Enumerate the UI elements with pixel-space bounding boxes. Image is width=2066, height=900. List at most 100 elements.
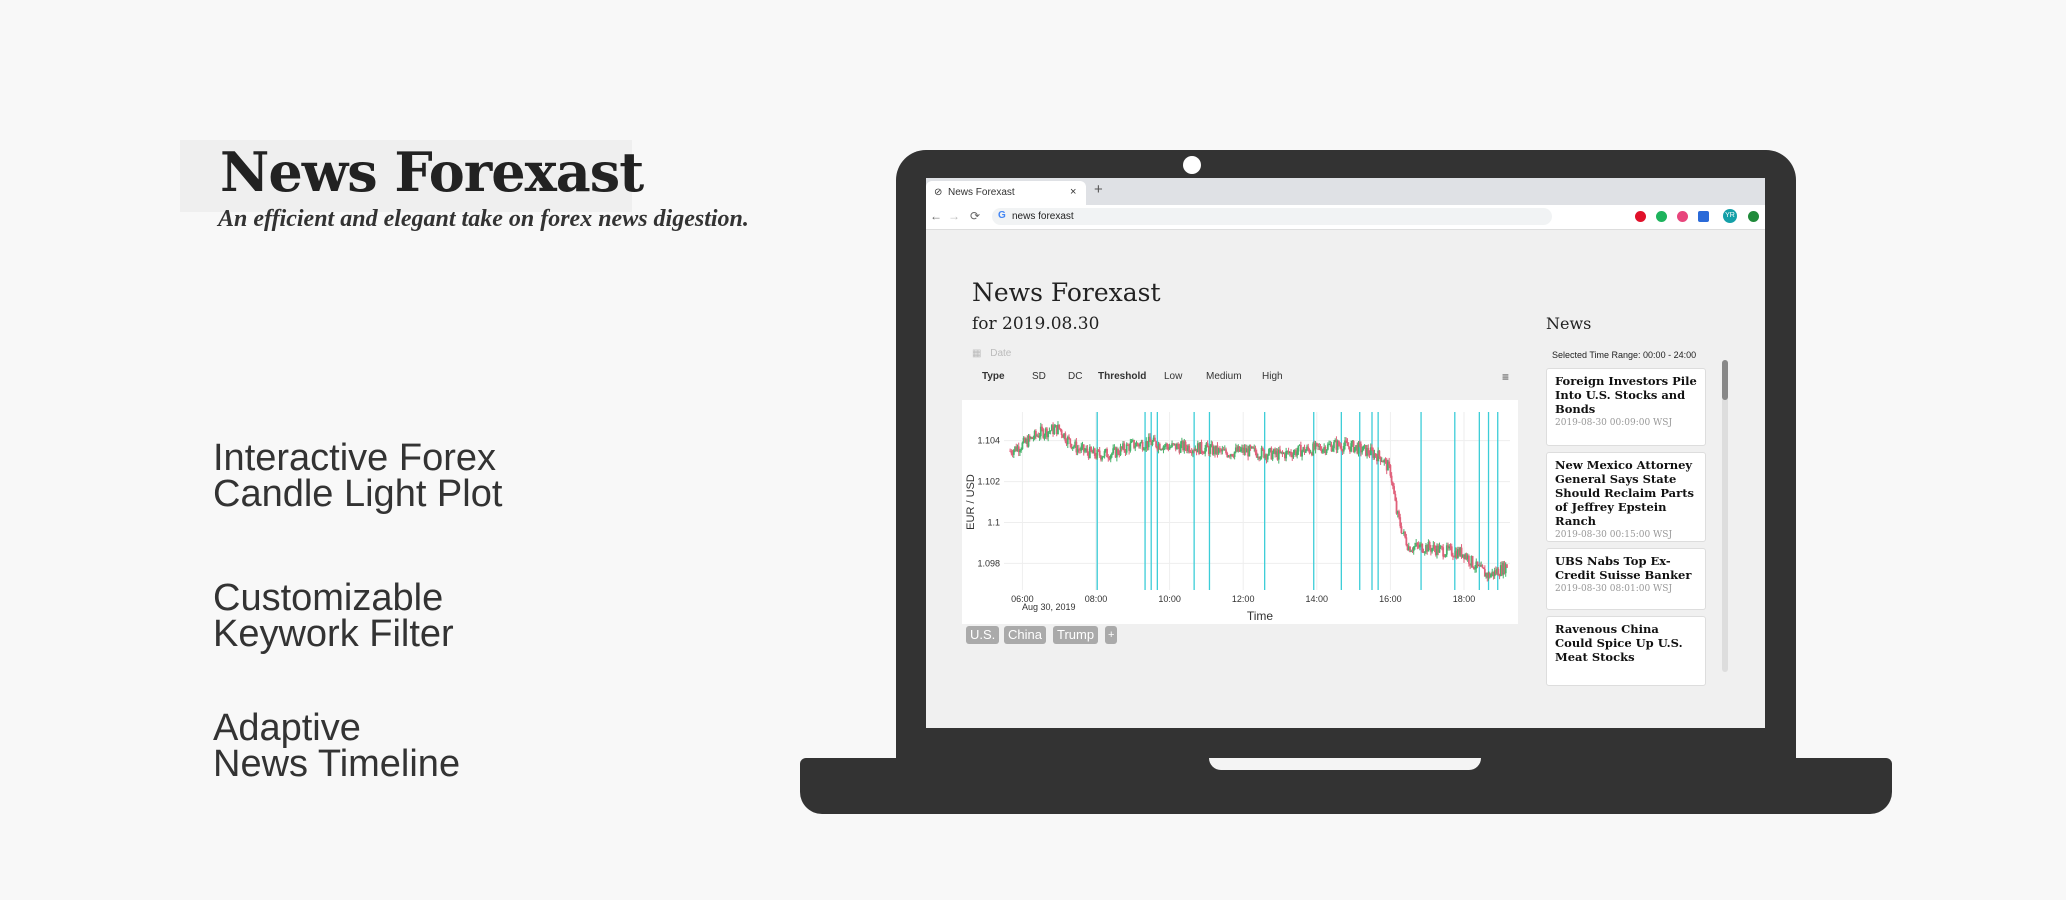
candle-body [1244, 447, 1247, 453]
candle-body [1162, 446, 1165, 450]
candle-body [1310, 452, 1313, 456]
browser-tab[interactable]: ⊘ News Forexast × [926, 181, 1086, 205]
download-icon[interactable] [1748, 211, 1759, 222]
candle-body [1243, 447, 1246, 453]
candle-body [1298, 444, 1301, 446]
candle-body [1259, 457, 1262, 459]
x-tick-label: 08:00 [1085, 594, 1108, 604]
candle-body [1363, 445, 1366, 446]
extension-icon[interactable] [1698, 211, 1709, 222]
candle-body [1458, 549, 1460, 556]
news-headline: Foreign Investors Pile Into U.S. Stocks … [1555, 374, 1697, 416]
y-tick-label: 1.1 [987, 517, 1000, 527]
candle-body [1339, 445, 1342, 447]
candle-body [1066, 436, 1069, 445]
candle-body [1412, 546, 1415, 551]
candle-body [1498, 575, 1501, 577]
filter-type-label: Type [982, 371, 1005, 382]
candle-body [1142, 449, 1145, 451]
candle-body [1302, 447, 1305, 451]
forward-icon[interactable]: → [948, 209, 960, 223]
news-card[interactable]: New Mexico Attorney General Says State S… [1546, 452, 1706, 542]
forex-chart-svg[interactable]: 1.098 1.1 1.102 1.104 06:00 08:00 10:00 12:00 1… [962, 400, 1518, 624]
candle-body [1433, 545, 1436, 549]
candle-body [1022, 437, 1025, 443]
keyword-tag-us[interactable]: U.S. [966, 626, 1000, 644]
add-keyword-button[interactable]: + [1105, 626, 1118, 644]
candle-body [1063, 433, 1066, 438]
candle-body [1281, 451, 1284, 454]
candle-body [1146, 441, 1149, 448]
candle-body [1027, 435, 1030, 447]
address-bar[interactable]: G news forexast [992, 208, 1552, 225]
keyword-tag-china[interactable]: China [1004, 626, 1046, 644]
candle-body [1258, 457, 1261, 459]
candle-body [1455, 550, 1458, 559]
candle-body [1293, 450, 1296, 454]
news-card[interactable]: Foreign Investors Pile Into U.S. Stocks … [1546, 368, 1706, 446]
candle-body [1350, 443, 1353, 452]
candle-body [1130, 440, 1133, 443]
candle-body [1460, 547, 1463, 558]
candle-body [1088, 446, 1091, 459]
y-tick-label: 1.102 [977, 477, 1000, 487]
filter-medium[interactable]: Medium [1206, 371, 1242, 382]
extension-icon[interactable] [1656, 211, 1667, 222]
candle-body [1306, 446, 1308, 451]
filter-high[interactable]: High [1262, 371, 1283, 382]
news-scrollbar[interactable] [1722, 360, 1728, 672]
candle-body [1317, 443, 1319, 447]
candle-body [1501, 565, 1503, 575]
candle-body [1377, 450, 1380, 462]
candle-body [1387, 461, 1389, 471]
date-placeholder: Date [990, 348, 1012, 359]
candle-body [1277, 449, 1280, 460]
news-scrollbar-thumb[interactable] [1722, 360, 1728, 400]
candle-body [1482, 567, 1485, 569]
date-picker[interactable]: ▦ Date [972, 348, 1011, 359]
filter-menu-icon[interactable]: ≡ [1502, 370, 1510, 384]
candle-body [1223, 449, 1226, 451]
candle-body [1404, 531, 1407, 538]
close-icon[interactable]: × [1070, 186, 1077, 198]
news-card[interactable]: UBS Nabs Top Ex-Credit Suisse Banker 201… [1546, 548, 1706, 610]
candle-body [1291, 455, 1294, 458]
reload-icon[interactable]: ⟳ [970, 209, 981, 223]
candle-body [1196, 443, 1199, 453]
filter-low[interactable]: Low [1164, 371, 1183, 382]
candle-body [1453, 556, 1456, 558]
candle-body [1487, 573, 1490, 578]
candle-body [1242, 447, 1245, 453]
forex-chart[interactable]: 1.098 1.1 1.102 1.104 06:00 08:00 10:00 12:00 1… [962, 400, 1518, 624]
extension-icon[interactable] [1635, 211, 1646, 222]
candle-body [1319, 446, 1322, 450]
back-icon[interactable]: ← [930, 209, 942, 223]
laptop-notch [1209, 758, 1481, 770]
new-tab-button[interactable]: + [1094, 181, 1103, 198]
candle-body [1195, 448, 1198, 453]
candle-body [1095, 455, 1097, 459]
candle-body [1120, 446, 1123, 449]
candle-body [1344, 440, 1346, 446]
extension-icon[interactable] [1677, 211, 1688, 222]
candle-body [1378, 450, 1381, 457]
candle-body [1376, 456, 1378, 462]
candle-body [1151, 441, 1154, 446]
candle-body [1383, 459, 1386, 463]
profile-avatar[interactable]: YR [1723, 209, 1737, 223]
candle-body [1107, 457, 1110, 459]
candle-body [1411, 550, 1414, 552]
filter-sd[interactable]: SD [1032, 371, 1046, 382]
candle-body [1150, 441, 1153, 446]
news-card[interactable]: Ravenous China Could Spice Up U.S. Meat … [1546, 616, 1706, 686]
candle-body [1199, 442, 1202, 454]
candle-body [1112, 448, 1115, 454]
keyword-tag-trump[interactable]: Trump [1053, 626, 1099, 644]
filter-dc[interactable]: DC [1068, 371, 1083, 382]
candle-body [1183, 441, 1186, 451]
candle-body [1427, 542, 1430, 552]
candle-body [1165, 443, 1167, 447]
candle-body [1187, 445, 1189, 451]
candle-body [1438, 546, 1441, 553]
candle-body [1448, 546, 1451, 549]
